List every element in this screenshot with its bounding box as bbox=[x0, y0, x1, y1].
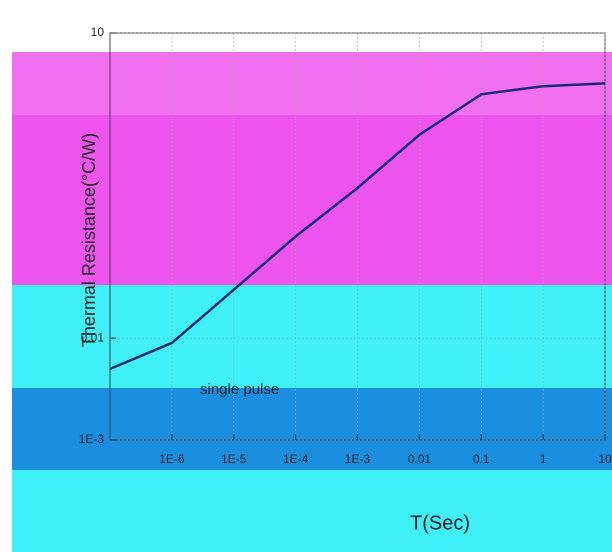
x-tick-label: 1 bbox=[540, 452, 547, 466]
x-tick-label: 1E-3 bbox=[345, 452, 371, 466]
x-tick-label: 1E-5 bbox=[221, 452, 247, 466]
x-tick-label: 1E-4 bbox=[283, 452, 309, 466]
artifact-block bbox=[12, 115, 612, 285]
y-axis-label: Thermal Resistance(°C/W) bbox=[79, 133, 99, 347]
y-tick-label: 0.01 bbox=[81, 330, 105, 344]
x-axis-label: T(Sec) bbox=[410, 512, 470, 534]
x-tick-label: 1E-6 bbox=[159, 452, 185, 466]
series-line bbox=[109, 82, 606, 371]
x-tick-label: 10 bbox=[598, 452, 612, 466]
plot-area: 1E-6 1E-5 1E-4 1E-3 0.01 0.1 1 10 1E-3 0.01 10 bbox=[79, 25, 612, 466]
annotation: single pulse bbox=[200, 381, 279, 398]
y-tick-label: 10 bbox=[91, 25, 105, 39]
artifact-block bbox=[12, 388, 612, 470]
y-tick-label: 1E-3 bbox=[79, 432, 105, 446]
x-tick-label: 0.1 bbox=[473, 452, 490, 466]
x-tick-label: 0.01 bbox=[408, 452, 432, 466]
